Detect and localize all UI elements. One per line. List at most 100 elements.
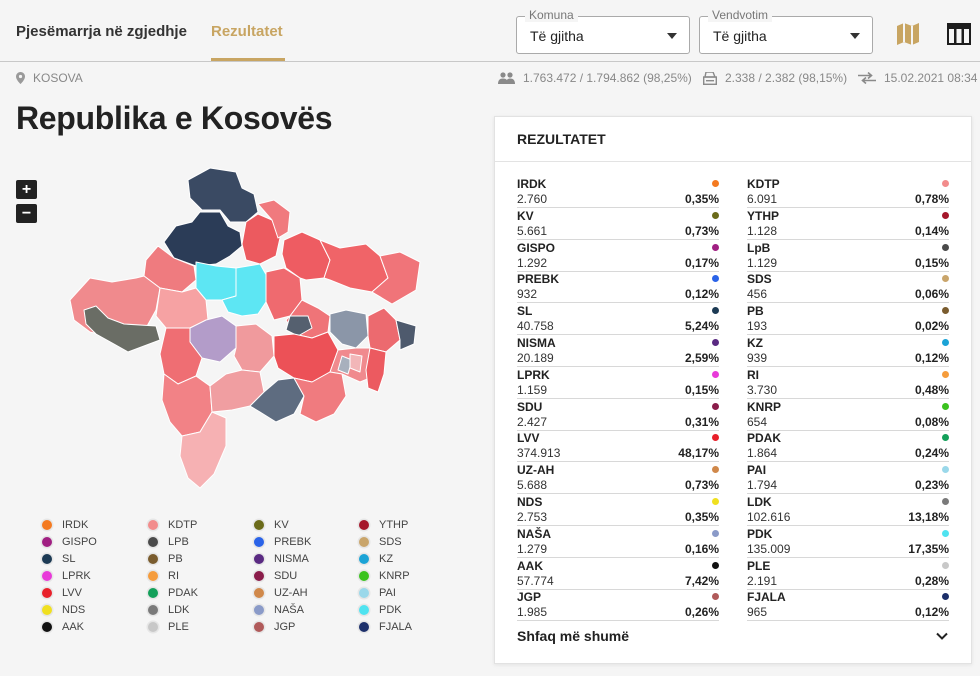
municipality-region xyxy=(221,263,269,317)
result-votes: 374.913 xyxy=(517,446,561,461)
chevron-down-icon[interactable] xyxy=(935,629,949,643)
result-color-dot xyxy=(712,434,719,442)
result-votes: 193 xyxy=(747,319,768,334)
legend-item: KNRP xyxy=(359,569,410,583)
result-party-name: PDAK xyxy=(747,431,782,446)
result-percentage: 0,35% xyxy=(684,192,719,206)
swap-arrows-icon xyxy=(858,72,876,84)
result-percentage: 0,48% xyxy=(914,382,949,397)
legend-label: AAK xyxy=(62,621,85,633)
result-color-dot xyxy=(712,180,719,187)
legend-color-dot xyxy=(359,605,369,615)
ballot-box-icon xyxy=(703,71,717,85)
municipality-region xyxy=(349,353,363,373)
result-votes: 2.760 xyxy=(517,192,548,206)
municipality-region xyxy=(249,377,305,423)
result-percentage: 0,78% xyxy=(914,192,949,206)
top-navigation-bar: Pjesëmarrja në zgjedhje Rezultatet Komun… xyxy=(0,0,980,62)
vendvotim-select[interactable]: Vendvotim Të gjitha xyxy=(699,8,873,54)
result-votes: 2.191 xyxy=(747,573,778,588)
table-icon[interactable] xyxy=(946,21,972,47)
legend-label: JGP xyxy=(274,621,296,633)
legend-label: PAI xyxy=(379,587,396,599)
result-item: KDTP 6.091 0,78% xyxy=(747,176,949,208)
municipality-region xyxy=(367,307,401,353)
result-item: JGP 1.985 0,26% xyxy=(517,589,719,622)
result-item: PDAK 1.864 0,24% xyxy=(747,430,949,463)
result-item: LpB 1.129 0,15% xyxy=(747,240,949,272)
zoom-out-button[interactable]: − xyxy=(16,204,37,223)
result-votes: 1.794 xyxy=(747,478,778,493)
map-icon[interactable] xyxy=(894,20,922,48)
legend-item: KV xyxy=(254,518,289,532)
legend-color-dot xyxy=(148,537,158,547)
result-votes: 57.774 xyxy=(517,573,554,588)
result-party-name: NDS xyxy=(517,495,543,509)
result-item: UZ-AH 5.688 0,73% xyxy=(517,462,719,495)
result-party-name: LDK xyxy=(747,495,772,509)
result-color-dot xyxy=(942,211,949,219)
municipality-region xyxy=(319,239,389,293)
legend-color-dot xyxy=(42,554,52,564)
result-color-dot xyxy=(712,529,719,537)
legend-item: NDS xyxy=(42,603,85,617)
result-votes: 5.661 xyxy=(517,223,548,238)
legend-label: KZ xyxy=(379,553,394,565)
zoom-in-button[interactable]: + xyxy=(16,180,37,199)
municipality-region xyxy=(395,319,417,351)
result-color-dot xyxy=(942,339,949,346)
tab-turnout[interactable]: Pjesëmarrja në zgjedhje xyxy=(16,23,187,40)
legend-color-dot xyxy=(254,588,264,598)
result-item: PREBK 932 0,12% xyxy=(517,271,719,304)
result-color-dot xyxy=(712,275,719,283)
show-more-button[interactable]: Shfaq më shumë xyxy=(517,628,630,644)
result-party-name: PDK xyxy=(747,526,773,541)
legend-color-dot xyxy=(148,571,158,581)
result-votes: 40.758 xyxy=(517,319,554,334)
municipality-region xyxy=(187,167,259,223)
kosovo-municipalities-map[interactable] xyxy=(50,160,430,500)
municipality-region xyxy=(281,231,331,281)
legend-item: AAK xyxy=(42,620,84,634)
result-color-dot xyxy=(942,180,949,187)
legend-label: KV xyxy=(274,519,289,531)
result-percentage: 0,12% xyxy=(914,605,949,620)
result-party-name: NAŠA xyxy=(517,526,552,541)
municipality-region xyxy=(179,411,227,489)
result-color-dot xyxy=(712,339,719,346)
legend-label: LPRK xyxy=(62,570,91,582)
legend-label: GISPO xyxy=(62,536,97,548)
result-party-name: NISMA xyxy=(517,336,556,350)
legend-item: KDTP xyxy=(148,518,197,532)
legend-color-dot xyxy=(254,622,264,632)
vendvotim-select-label: Vendvotim xyxy=(708,8,773,22)
stations-stat: 2.338 / 2.382 (98,15%) xyxy=(703,71,847,85)
page-title: Republika e Kosovës xyxy=(16,100,333,136)
legend-color-dot xyxy=(42,605,52,615)
legend-label: PB xyxy=(168,553,183,565)
legend-color-dot xyxy=(254,520,264,530)
legend-item: LVV xyxy=(42,586,82,600)
komuna-select[interactable]: Komuna Të gjitha xyxy=(516,8,690,54)
legend-item: SDS xyxy=(359,535,402,549)
legend-color-dot xyxy=(359,520,369,530)
result-percentage: 0,12% xyxy=(684,287,719,302)
legend-item: SDU xyxy=(254,569,297,583)
updated-value: 15.02.2021 08:34 xyxy=(884,71,978,85)
vendvotim-select-value: Të gjitha xyxy=(713,28,767,44)
location-label: KOSOVA xyxy=(33,71,83,85)
result-percentage: 17,35% xyxy=(908,541,949,556)
result-percentage: 0,08% xyxy=(914,414,949,429)
legend-item: PDAK xyxy=(148,586,198,600)
result-color-dot xyxy=(942,243,949,251)
legend-label: FJALA xyxy=(379,621,413,633)
result-party-name: IRDK xyxy=(517,177,547,191)
result-party-name: YTHP xyxy=(747,208,780,223)
municipality-region xyxy=(257,199,291,239)
result-color-dot xyxy=(712,243,719,251)
result-item: IRDK 2.760 0,35% xyxy=(517,176,719,208)
tab-results[interactable]: Rezultatet xyxy=(211,23,283,40)
legend-label: PLE xyxy=(168,621,189,633)
legend-item: LPRK xyxy=(42,569,91,583)
result-votes: 965 xyxy=(747,605,768,620)
